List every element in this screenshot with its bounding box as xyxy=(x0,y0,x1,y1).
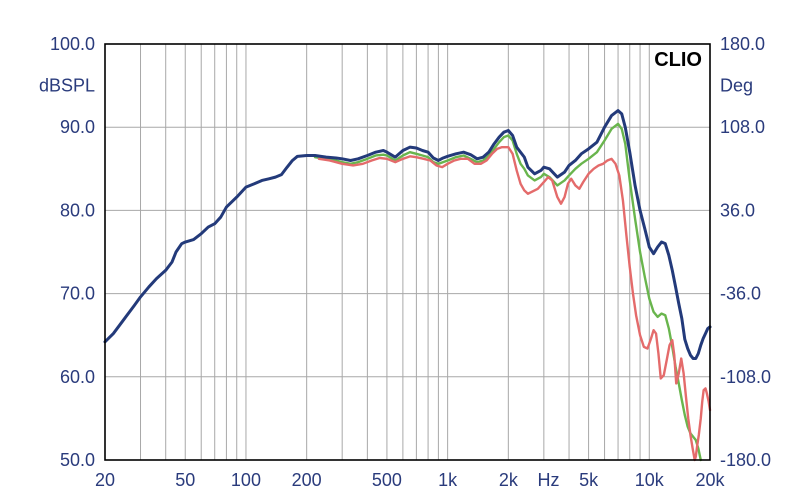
y-left-unit: dBSPL xyxy=(39,76,95,96)
x-tick: 500 xyxy=(372,470,402,490)
x-tick: 5k xyxy=(579,470,599,490)
chart-svg: 50.0 60.0 70.0 80.0 90.0 100.0 dBSPL -180.0 -108… xyxy=(0,0,800,504)
yl-tick: 70.0 xyxy=(60,284,95,304)
yr-tick: -180.0 xyxy=(720,450,771,470)
x-unit: Hz xyxy=(537,470,559,490)
x-tick: 10k xyxy=(635,470,665,490)
yr-tick: 108.0 xyxy=(720,117,765,137)
yr-tick: -36.0 xyxy=(720,284,761,304)
yl-tick: 100.0 xyxy=(50,34,95,54)
yl-tick: 60.0 xyxy=(60,367,95,387)
x-tick: 20 xyxy=(95,470,115,490)
x-tick: 20k xyxy=(695,470,725,490)
yl-tick: 80.0 xyxy=(60,200,95,220)
x-tick: 100 xyxy=(231,470,261,490)
x-tick: 50 xyxy=(175,470,195,490)
brand-label: CLIO xyxy=(654,49,702,71)
y-right-unit: Deg xyxy=(720,76,753,96)
yr-tick: 36.0 xyxy=(720,200,755,220)
x-tick: 200 xyxy=(292,470,322,490)
x-tick: 2k xyxy=(499,470,519,490)
yl-tick: 90.0 xyxy=(60,117,95,137)
frequency-response-chart: 50.0 60.0 70.0 80.0 90.0 100.0 dBSPL -180.0 -108… xyxy=(0,0,800,504)
yl-tick: 50.0 xyxy=(60,450,95,470)
yr-tick: -108.0 xyxy=(720,367,771,387)
yr-tick: 180.0 xyxy=(720,34,765,54)
x-tick: 1k xyxy=(438,470,458,490)
